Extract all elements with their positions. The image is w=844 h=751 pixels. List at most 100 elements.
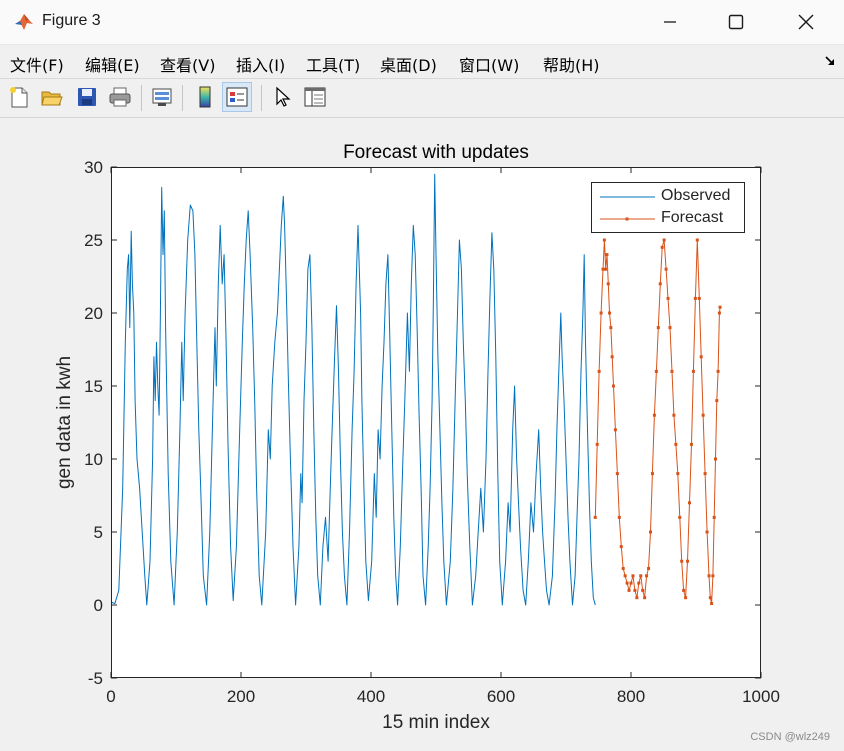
- data-point-forecast: [682, 588, 686, 592]
- x-tick-label: 0: [106, 687, 115, 706]
- data-point-forecast: [678, 515, 682, 519]
- data-point-forecast: [617, 515, 621, 519]
- data-point-forecast: [684, 596, 688, 600]
- toolbar-separator: [141, 85, 142, 111]
- data-point-forecast: [688, 501, 691, 505]
- dock-figure-icon[interactable]: [824, 55, 836, 67]
- data-point-forecast: [711, 574, 715, 578]
- data-point-forecast: [610, 355, 614, 359]
- open-file-button[interactable]: [37, 82, 67, 112]
- menu-bar: 文件(F) 编辑(E) 查看(V) 插入(I) 工具(T) 桌面(D) 窗口(W…: [0, 45, 844, 79]
- y-tick-label: 5: [94, 523, 103, 542]
- data-point-forecast: [606, 282, 610, 286]
- data-point-forecast: [633, 588, 637, 592]
- data-point-forecast: [707, 574, 711, 578]
- colorbar-button[interactable]: [190, 82, 220, 112]
- data-point-forecast: [627, 588, 631, 592]
- open-folder-icon: [41, 91, 63, 106]
- menu-desktop[interactable]: 桌面(D): [380, 56, 437, 75]
- data-point-forecast: [595, 442, 599, 446]
- data-point-forecast: [609, 326, 613, 330]
- link-plot-icon: [152, 88, 172, 106]
- y-tick-label: 30: [84, 158, 103, 177]
- menu-window[interactable]: 窗口(W): [459, 56, 520, 75]
- y-tick-label: 20: [84, 304, 103, 323]
- data-point-forecast: [658, 282, 662, 286]
- data-point-forecast: [703, 472, 707, 476]
- chart-title: Forecast with updates: [343, 142, 529, 163]
- menu-file[interactable]: 文件(F): [10, 56, 64, 75]
- menu-edit[interactable]: 编辑(E): [85, 56, 140, 75]
- data-point-forecast: [712, 515, 716, 519]
- menu-tools[interactable]: 工具(T): [306, 56, 361, 75]
- legend-line-forecast: [600, 217, 655, 221]
- window-titlebar: Figure 3: [0, 0, 844, 45]
- data-point-forecast: [649, 530, 652, 534]
- new-figure-button[interactable]: [4, 82, 34, 112]
- legend-button[interactable]: [222, 82, 252, 112]
- data-point-forecast: [599, 311, 603, 315]
- data-point-forecast: [695, 238, 699, 242]
- menu-insert[interactable]: 插入(I): [236, 56, 286, 75]
- data-point-forecast: [670, 369, 674, 373]
- legend-label-observed: Observed: [661, 187, 731, 204]
- legend-marker-forecast: [625, 217, 629, 221]
- data-point-forecast: [656, 326, 660, 330]
- data-point-forecast: [605, 253, 609, 257]
- data-point-forecast: [593, 515, 597, 519]
- data-point-forecast: [652, 413, 656, 417]
- save-icon: [78, 88, 96, 106]
- legend[interactable]: Observed Forecast: [591, 182, 745, 233]
- data-point-forecast: [650, 472, 654, 476]
- data-point-forecast: [689, 442, 693, 446]
- data-point-forecast: [601, 267, 605, 271]
- property-editor-button[interactable]: [300, 82, 330, 112]
- minimize-icon: [664, 21, 676, 23]
- x-tick-label: 800: [617, 687, 645, 706]
- save-button[interactable]: [72, 82, 102, 112]
- legend-entry-forecast: Forecast: [592, 208, 744, 230]
- data-point-forecast: [611, 384, 615, 388]
- menu-view[interactable]: 查看(V): [160, 56, 216, 75]
- data-point-forecast: [716, 369, 720, 373]
- toolbar-separator: [261, 85, 262, 111]
- figure-canvas: 0 200 400 600 800 1000 -5 0 5 10 15 20 25 30 Forecast…: [0, 118, 844, 751]
- y-tick-label: 10: [84, 450, 103, 469]
- edit-plot-button[interactable]: [268, 82, 298, 112]
- data-point-forecast: [705, 530, 709, 534]
- y-tick-label: -5: [88, 669, 103, 688]
- data-point-forecast: [714, 457, 717, 461]
- series-layer: [110, 173, 722, 606]
- data-point-forecast: [625, 581, 629, 585]
- data-point-forecast: [664, 267, 668, 271]
- data-point-forecast: [629, 581, 633, 585]
- data-point-forecast: [623, 574, 627, 578]
- data-point-forecast: [662, 238, 666, 242]
- data-point-forecast: [637, 581, 641, 585]
- data-point-forecast: [680, 559, 684, 563]
- print-button[interactable]: [105, 82, 135, 112]
- data-point-forecast: [699, 355, 703, 359]
- data-point-forecast: [715, 399, 719, 403]
- maximize-button[interactable]: [706, 0, 766, 44]
- menu-help[interactable]: 帮助(H): [543, 56, 600, 75]
- data-point-forecast: [697, 296, 701, 300]
- data-point-forecast: [639, 574, 643, 578]
- link-plot-button[interactable]: [147, 82, 177, 112]
- x-tick-label: 1000: [742, 687, 780, 706]
- axes-box: [111, 167, 761, 678]
- data-point-forecast: [647, 567, 651, 570]
- maximize-icon: [728, 14, 744, 30]
- legend-label-forecast: Forecast: [661, 209, 724, 226]
- window-title: Figure 3: [42, 12, 101, 29]
- close-button[interactable]: [776, 0, 836, 44]
- data-point-forecast: [710, 602, 714, 606]
- toolbar-separator: [182, 85, 183, 111]
- data-point-forecast: [668, 326, 672, 330]
- data-point-forecast: [641, 588, 645, 592]
- data-point-forecast: [608, 311, 612, 315]
- minimize-button[interactable]: [640, 0, 700, 44]
- data-point-forecast: [693, 296, 697, 300]
- data-point-forecast: [619, 545, 623, 549]
